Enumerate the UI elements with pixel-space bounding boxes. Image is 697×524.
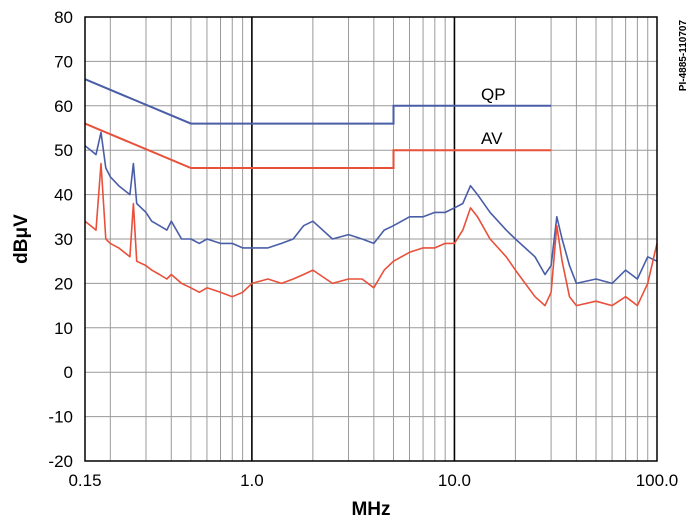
y-tick-label: 80 xyxy=(54,8,73,27)
y-tick-label: 70 xyxy=(54,52,73,71)
limit-line-av xyxy=(84,122,552,169)
x-axis-label: MHz xyxy=(351,499,390,520)
limit-label-qp: QP xyxy=(481,85,506,104)
limit-labels: QP AV xyxy=(481,85,506,148)
y-tick-labels: 80 70 60 50 40 30 20 10 0 -10 -20 xyxy=(48,8,73,471)
limit-line-qp xyxy=(84,78,552,125)
y-tick-label: 50 xyxy=(54,141,73,160)
y-tick-label: 40 xyxy=(54,186,73,205)
limit-lines xyxy=(84,78,552,169)
x-tick-label: 1.0 xyxy=(240,471,264,490)
y-tick-label: 30 xyxy=(54,230,73,249)
y-tick-label: 20 xyxy=(54,274,73,293)
series-line-qp-scan xyxy=(84,131,658,285)
y-tick-label: -10 xyxy=(48,408,73,427)
y-tick-label: -20 xyxy=(48,452,73,471)
x-tick-labels: 0.15 1.0 10.0 100.0 xyxy=(68,471,678,490)
plot-frame xyxy=(84,16,658,462)
x-tick-label: 0.15 xyxy=(68,471,101,490)
y-tick-label: 10 xyxy=(54,319,73,338)
y-tick-label: 0 xyxy=(64,363,73,382)
y-axis-label: dBμV xyxy=(11,214,32,264)
x-tick-label: 10.0 xyxy=(438,471,471,490)
measurement-series xyxy=(84,131,658,307)
x-tick-label: 100.0 xyxy=(636,471,679,490)
y-tick-label: 60 xyxy=(54,97,73,116)
series-line-av-scan xyxy=(84,162,658,307)
reference-id: PI-4885-110707 xyxy=(678,20,689,92)
limit-label-av: AV xyxy=(481,129,503,148)
